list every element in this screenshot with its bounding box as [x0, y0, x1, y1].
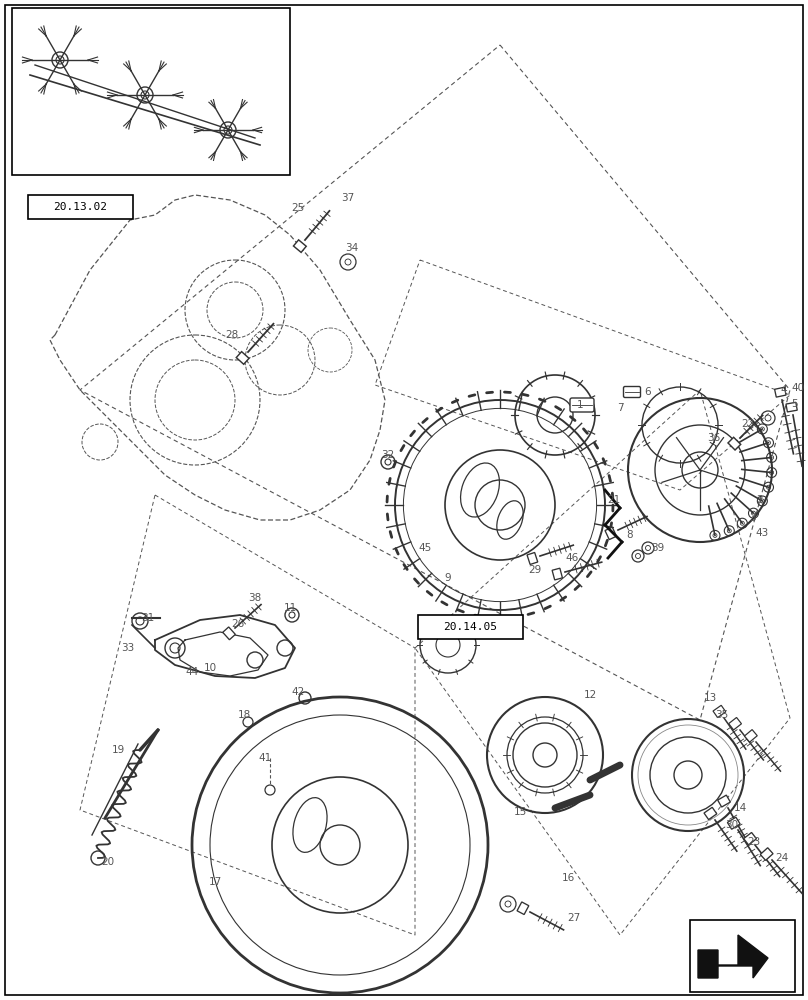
Polygon shape — [223, 627, 235, 640]
Polygon shape — [786, 402, 797, 412]
Text: 5: 5 — [792, 399, 798, 409]
Text: 42: 42 — [292, 687, 305, 697]
Text: 10: 10 — [204, 663, 217, 673]
Text: 45: 45 — [419, 543, 431, 553]
Bar — [28, 195, 133, 219]
Polygon shape — [698, 935, 768, 978]
Text: 17: 17 — [208, 877, 221, 887]
Polygon shape — [744, 730, 757, 742]
Text: 23: 23 — [747, 837, 760, 847]
Text: 22: 22 — [742, 419, 755, 429]
Text: 16: 16 — [562, 873, 574, 883]
Text: 35: 35 — [715, 710, 729, 720]
Text: 9: 9 — [444, 573, 452, 583]
Text: 27: 27 — [567, 913, 581, 923]
Text: 31: 31 — [141, 613, 154, 623]
Polygon shape — [775, 387, 786, 397]
Text: 4: 4 — [781, 385, 787, 395]
Text: 41: 41 — [259, 753, 271, 763]
Text: 7: 7 — [617, 403, 623, 413]
Text: 13: 13 — [704, 693, 717, 703]
Text: 44: 44 — [185, 667, 199, 677]
Text: 43: 43 — [755, 528, 768, 538]
Polygon shape — [729, 717, 742, 730]
Polygon shape — [760, 848, 773, 860]
Text: 19: 19 — [112, 745, 124, 755]
Polygon shape — [293, 240, 306, 252]
Polygon shape — [727, 817, 740, 829]
Text: 20.13.02: 20.13.02 — [53, 202, 107, 212]
Text: 6: 6 — [645, 387, 651, 397]
FancyBboxPatch shape — [570, 398, 594, 412]
Polygon shape — [517, 902, 528, 915]
Polygon shape — [605, 527, 617, 540]
Text: 46: 46 — [566, 553, 579, 563]
Bar — [12, 8, 290, 175]
Text: 28: 28 — [225, 330, 238, 340]
Text: 37: 37 — [341, 193, 355, 203]
Text: 32: 32 — [381, 450, 394, 460]
Text: 40: 40 — [792, 383, 805, 393]
Text: 18: 18 — [238, 710, 250, 720]
Text: 2: 2 — [756, 495, 764, 505]
Text: 39: 39 — [651, 543, 665, 553]
Polygon shape — [552, 568, 562, 580]
Polygon shape — [704, 807, 717, 820]
Text: 20.14.05: 20.14.05 — [444, 622, 498, 632]
Text: 26: 26 — [231, 619, 245, 629]
Text: 21: 21 — [608, 495, 621, 505]
Text: 33: 33 — [121, 643, 135, 653]
Text: 1: 1 — [577, 400, 583, 410]
Text: 29: 29 — [528, 565, 541, 575]
Bar — [418, 615, 523, 639]
FancyBboxPatch shape — [624, 386, 641, 397]
Text: 14: 14 — [734, 803, 747, 813]
Bar — [690, 920, 795, 992]
Text: 36: 36 — [707, 433, 721, 443]
Polygon shape — [236, 352, 249, 364]
Text: 30: 30 — [726, 820, 739, 830]
Polygon shape — [718, 795, 730, 807]
Text: 15: 15 — [513, 807, 527, 817]
Polygon shape — [713, 705, 726, 718]
Text: 38: 38 — [248, 593, 262, 603]
Text: 11: 11 — [284, 603, 297, 613]
Text: 20: 20 — [102, 857, 115, 867]
Text: 12: 12 — [583, 690, 596, 700]
Text: 8: 8 — [627, 530, 633, 540]
Text: 24: 24 — [776, 853, 789, 863]
Text: 25: 25 — [292, 203, 305, 213]
Polygon shape — [728, 437, 741, 450]
Polygon shape — [527, 552, 538, 564]
Text: 3: 3 — [749, 513, 755, 523]
Text: 34: 34 — [345, 243, 359, 253]
Polygon shape — [743, 832, 756, 845]
